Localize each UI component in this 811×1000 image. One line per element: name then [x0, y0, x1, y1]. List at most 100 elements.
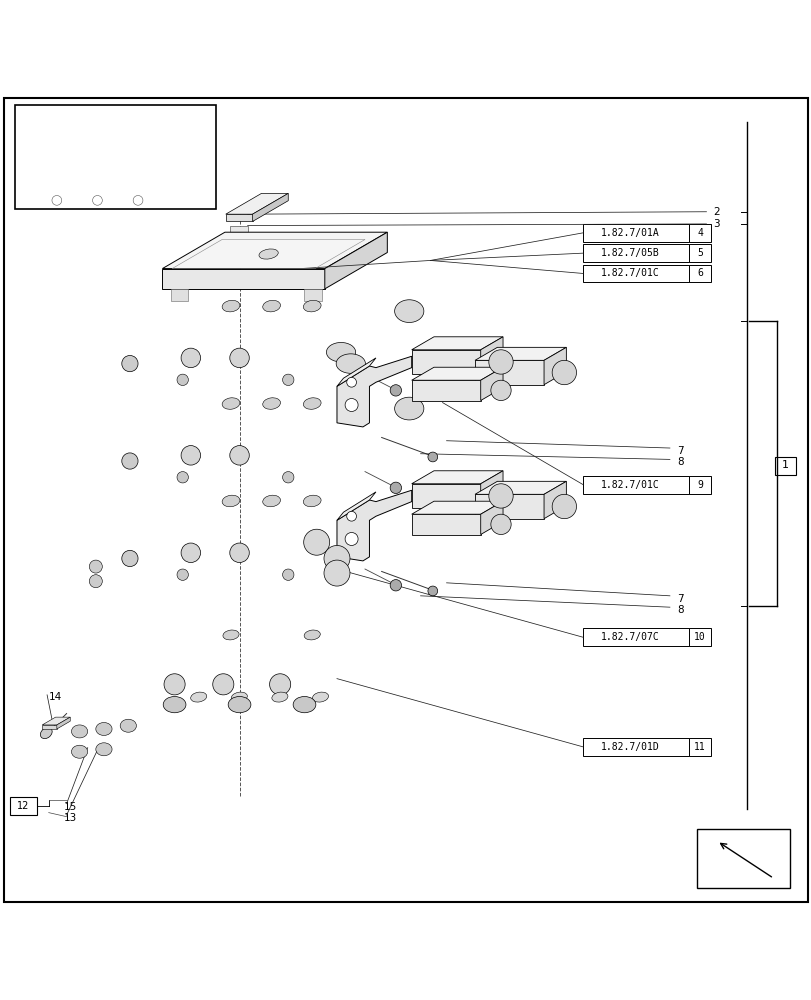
Circle shape — [282, 472, 294, 483]
Ellipse shape — [71, 745, 88, 758]
Bar — [688, 224, 710, 242]
Polygon shape — [474, 360, 543, 385]
Polygon shape — [32, 197, 178, 206]
Polygon shape — [411, 514, 480, 535]
Polygon shape — [225, 193, 288, 214]
Ellipse shape — [389, 482, 401, 494]
Polygon shape — [324, 283, 405, 386]
Circle shape — [230, 348, 249, 368]
Circle shape — [177, 472, 188, 483]
Polygon shape — [150, 520, 186, 573]
Polygon shape — [411, 350, 480, 374]
Ellipse shape — [490, 380, 511, 401]
Polygon shape — [304, 289, 322, 301]
Polygon shape — [337, 490, 411, 561]
Ellipse shape — [427, 452, 437, 462]
Text: 11: 11 — [693, 742, 705, 752]
Circle shape — [181, 543, 200, 563]
Text: 5: 5 — [696, 248, 702, 258]
Ellipse shape — [222, 495, 239, 507]
Polygon shape — [480, 501, 502, 535]
Ellipse shape — [345, 532, 358, 545]
Polygon shape — [162, 232, 387, 269]
Polygon shape — [150, 283, 405, 329]
Text: 7: 7 — [676, 594, 683, 604]
Polygon shape — [170, 289, 188, 301]
Polygon shape — [411, 337, 502, 350]
Polygon shape — [42, 717, 70, 725]
Text: 1.82.7/07C: 1.82.7/07C — [600, 632, 659, 642]
Ellipse shape — [222, 398, 239, 409]
Circle shape — [230, 543, 249, 563]
Bar — [696, 829, 789, 888]
Polygon shape — [111, 520, 186, 541]
Ellipse shape — [263, 495, 280, 507]
Polygon shape — [411, 380, 480, 401]
Polygon shape — [111, 541, 150, 573]
Ellipse shape — [222, 300, 239, 312]
Bar — [688, 244, 710, 262]
Ellipse shape — [427, 586, 437, 596]
Polygon shape — [480, 337, 502, 374]
Ellipse shape — [228, 697, 251, 713]
Polygon shape — [474, 347, 565, 360]
Polygon shape — [178, 190, 191, 206]
Polygon shape — [57, 717, 70, 729]
Polygon shape — [150, 325, 186, 378]
Polygon shape — [31, 194, 45, 196]
Ellipse shape — [336, 354, 365, 373]
Polygon shape — [337, 356, 411, 427]
Polygon shape — [162, 269, 324, 289]
Polygon shape — [150, 329, 324, 386]
Polygon shape — [150, 380, 405, 427]
Polygon shape — [111, 325, 186, 346]
Ellipse shape — [259, 249, 278, 259]
Polygon shape — [32, 190, 191, 197]
Bar — [230, 226, 247, 232]
Bar — [15, 105, 216, 209]
Ellipse shape — [394, 397, 423, 420]
Polygon shape — [42, 725, 57, 729]
Ellipse shape — [89, 560, 102, 573]
Ellipse shape — [346, 511, 356, 521]
Polygon shape — [543, 481, 565, 519]
Polygon shape — [142, 612, 413, 658]
Text: 1.82.7/01C: 1.82.7/01C — [600, 480, 659, 490]
Ellipse shape — [394, 300, 423, 322]
Ellipse shape — [326, 342, 355, 362]
Ellipse shape — [263, 300, 280, 312]
Circle shape — [177, 569, 188, 580]
Bar — [230, 245, 247, 252]
Polygon shape — [142, 658, 333, 711]
Polygon shape — [71, 541, 170, 601]
Ellipse shape — [96, 722, 112, 735]
Ellipse shape — [551, 494, 576, 519]
Polygon shape — [333, 612, 413, 711]
Ellipse shape — [312, 692, 328, 702]
Ellipse shape — [122, 550, 138, 567]
Ellipse shape — [303, 495, 320, 507]
Polygon shape — [411, 471, 502, 484]
Bar — [582, 244, 688, 262]
Ellipse shape — [488, 350, 513, 374]
Ellipse shape — [89, 575, 102, 588]
Ellipse shape — [122, 355, 138, 372]
Ellipse shape — [303, 529, 329, 555]
Ellipse shape — [96, 743, 112, 756]
Bar — [688, 738, 710, 756]
Bar — [775, 457, 795, 475]
Ellipse shape — [263, 398, 280, 409]
Polygon shape — [55, 687, 189, 711]
Polygon shape — [150, 422, 186, 476]
Ellipse shape — [269, 674, 290, 695]
Ellipse shape — [223, 630, 238, 640]
Polygon shape — [150, 524, 324, 581]
Ellipse shape — [164, 674, 185, 695]
Polygon shape — [324, 232, 387, 289]
Text: 1.82.7/01A: 1.82.7/01A — [600, 228, 659, 238]
Bar — [582, 224, 688, 242]
Text: 8: 8 — [676, 605, 683, 615]
Polygon shape — [324, 478, 405, 581]
Circle shape — [133, 196, 143, 205]
Bar — [582, 738, 688, 756]
